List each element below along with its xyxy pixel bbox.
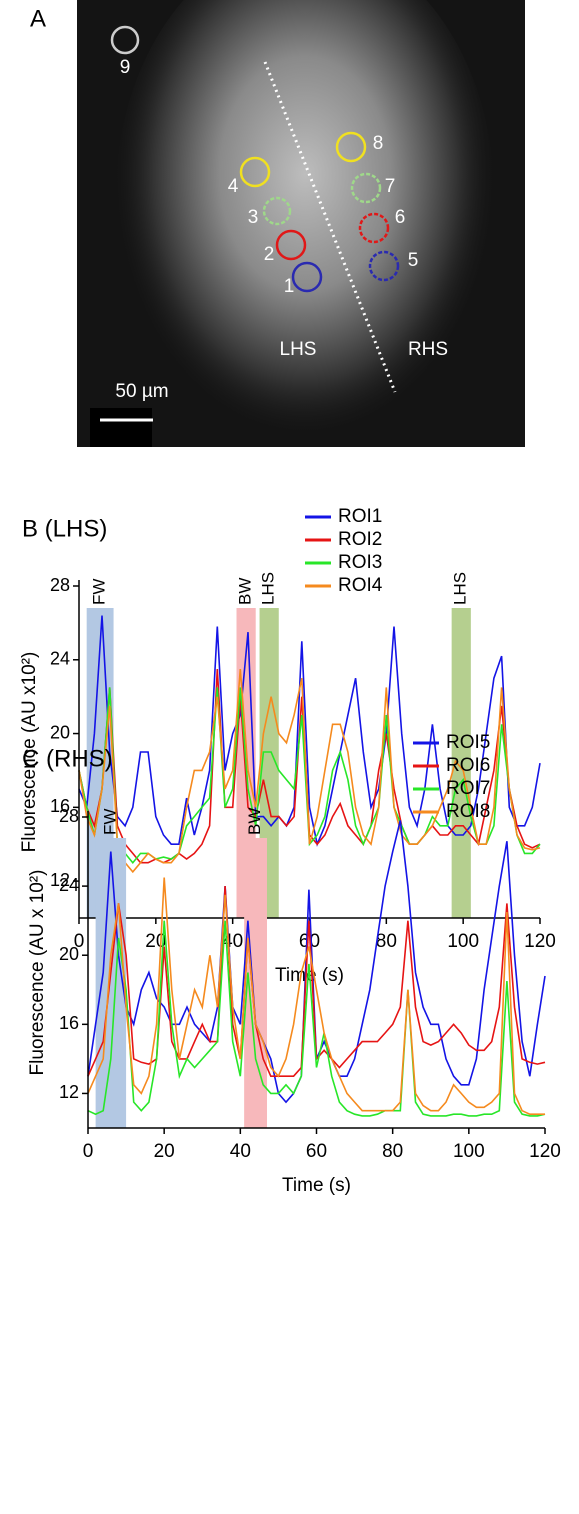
roi-circle (368, 250, 400, 282)
panel-label: A (30, 5, 46, 32)
event-label: BW (245, 808, 264, 835)
panel-a: A 1 2 3 4 5 6 7 8 9 LHS RHS 50 µm (30, 0, 525, 460)
y-tick-label: 28 (50, 575, 70, 595)
roi-label: 3 (248, 207, 259, 228)
chart-title: B (LHS) (22, 515, 107, 542)
y-tick-label: 16 (59, 1013, 79, 1033)
x-tick-label: 120 (529, 1141, 561, 1162)
x-axis-label: Time (s) (282, 1175, 351, 1196)
tissue-glow (115, 0, 495, 460)
series-line (87, 877, 545, 1115)
roi-label: 5 (408, 250, 419, 271)
series-line (78, 668, 541, 874)
legend-label: ROI7 (446, 778, 490, 799)
scale-label: 50 µm (115, 381, 168, 402)
x-tick-label: 80 (376, 931, 397, 952)
y-tick-label: 16 (50, 796, 70, 816)
x-tick-label: 120 (524, 931, 556, 952)
roi-label: 8 (373, 133, 384, 154)
roi-circle (358, 212, 390, 244)
legend-label: ROI8 (446, 801, 490, 822)
x-tick-label: 60 (306, 1141, 327, 1162)
roi-label: 9 (120, 57, 131, 78)
x-tick-label: 100 (453, 1141, 485, 1162)
roi-label: 6 (395, 207, 406, 228)
x-tick-label: 0 (74, 931, 85, 952)
x-tick-label: 80 (382, 1141, 403, 1162)
legend-label: ROI4 (338, 575, 383, 596)
y-tick-label: 12 (50, 870, 70, 890)
roi-label: 7 (385, 176, 396, 197)
legend-label: ROI5 (446, 732, 490, 753)
roi-circle (110, 25, 140, 55)
event-label: BW (236, 578, 255, 605)
legend-label: ROI6 (446, 755, 490, 776)
chart-title: C (RHS) (22, 745, 113, 772)
roi-circle (350, 172, 382, 204)
event-label: LHS (451, 572, 470, 605)
y-tick-label: 20 (59, 944, 79, 964)
y-tick-label: 24 (59, 875, 79, 895)
y-axis-label: Fluorescence (AU x10²) (19, 652, 40, 853)
midline (263, 61, 397, 393)
roi-circle (262, 196, 292, 226)
y-tick-label: 28 (59, 806, 79, 826)
scale-box (90, 408, 152, 447)
roi-label: 1 (284, 276, 295, 297)
roi-circle (239, 156, 271, 188)
series-line (87, 920, 546, 1117)
event-band (244, 838, 267, 1128)
y-tick-label: 12 (59, 1082, 79, 1102)
series-line (78, 615, 541, 847)
y-axis-label: Fluorescence (AU x 10²) (27, 870, 48, 1076)
x-tick-label: 40 (230, 1141, 251, 1162)
x-tick-label: 100 (447, 931, 479, 952)
event-label: FW (100, 809, 119, 835)
event-label: LHS (259, 572, 278, 605)
event-band (95, 838, 127, 1128)
legend-label: ROI1 (338, 506, 382, 527)
legend-label: ROI3 (338, 552, 382, 573)
roi-circle (291, 261, 323, 293)
event-label: FW (90, 579, 109, 605)
x-tick-label: 0 (83, 1141, 94, 1162)
roi-circle (335, 131, 367, 163)
x-tick-label: 20 (154, 1141, 175, 1162)
roi-circle (275, 229, 307, 261)
roi-label: 4 (228, 176, 239, 197)
side-label: LHS (280, 339, 317, 360)
y-tick-label: 20 (50, 722, 70, 742)
roi-label: 2 (264, 244, 275, 265)
y-tick-label: 24 (50, 649, 70, 669)
side-label: RHS (408, 339, 448, 360)
event-band (451, 608, 471, 918)
legend-label: ROI2 (338, 529, 382, 550)
